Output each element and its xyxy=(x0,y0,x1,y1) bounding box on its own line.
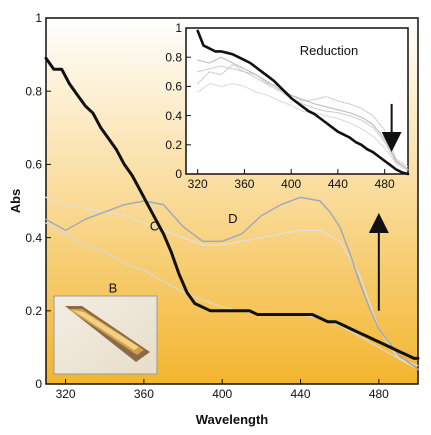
inset-y-tick-label: 0.8 xyxy=(165,50,182,64)
inset-series-4 xyxy=(197,82,409,172)
inset-series-3 xyxy=(197,65,409,171)
series-d xyxy=(45,196,419,371)
x-axis-label: Wavelength xyxy=(196,412,269,427)
series-label-d: D xyxy=(228,211,237,226)
inset-series-5 xyxy=(197,56,409,171)
inset-series-2 xyxy=(197,63,409,168)
crystal-photo xyxy=(53,295,158,375)
inset-y-tick-label: 0 xyxy=(175,167,182,181)
main-x-tick-label: 480 xyxy=(369,387,389,401)
inset-x-tick-label: 360 xyxy=(234,177,254,191)
y-axis-label: Abs xyxy=(8,189,23,214)
series-label-c: C xyxy=(150,218,159,233)
main-y-tick-label: 0.6 xyxy=(25,158,42,172)
inset-series-1 xyxy=(196,29,410,176)
inset-y-tick-label: 0.4 xyxy=(165,109,182,123)
inset-y-tick-label: 1 xyxy=(175,21,182,35)
inset-x-tick-label: 400 xyxy=(281,177,301,191)
main-x-tick-label: 360 xyxy=(134,387,154,401)
main-y-tick-label: 0.8 xyxy=(25,84,42,98)
series-c xyxy=(45,196,419,371)
main-y-tick-label: 0 xyxy=(35,377,42,391)
inset-y-tick-label: 0.2 xyxy=(165,138,182,152)
inset-chart: 320 360 400 440 480 0 0.2 0.4 0.6 0.8 1 Reduction xyxy=(165,21,410,191)
main-x-tick-label: 320 xyxy=(56,387,76,401)
series-a xyxy=(44,56,420,360)
main-y-tick-label: 0.2 xyxy=(25,304,42,318)
series-b xyxy=(45,222,419,367)
main-y-tick-label: 0.4 xyxy=(25,231,42,245)
main-y-tick-label: 1 xyxy=(35,11,42,25)
inset-title: Reduction xyxy=(300,43,359,58)
inset-y-tick-label: 0.6 xyxy=(165,80,182,94)
series-label-b: B xyxy=(109,281,118,296)
main-x-tick-label: 440 xyxy=(291,387,311,401)
inset-x-tick-label: 320 xyxy=(188,177,208,191)
inset-x-tick-label: 440 xyxy=(328,177,348,191)
inset-x-tick-label: 480 xyxy=(375,177,395,191)
main-x-tick-label: 400 xyxy=(212,387,232,401)
